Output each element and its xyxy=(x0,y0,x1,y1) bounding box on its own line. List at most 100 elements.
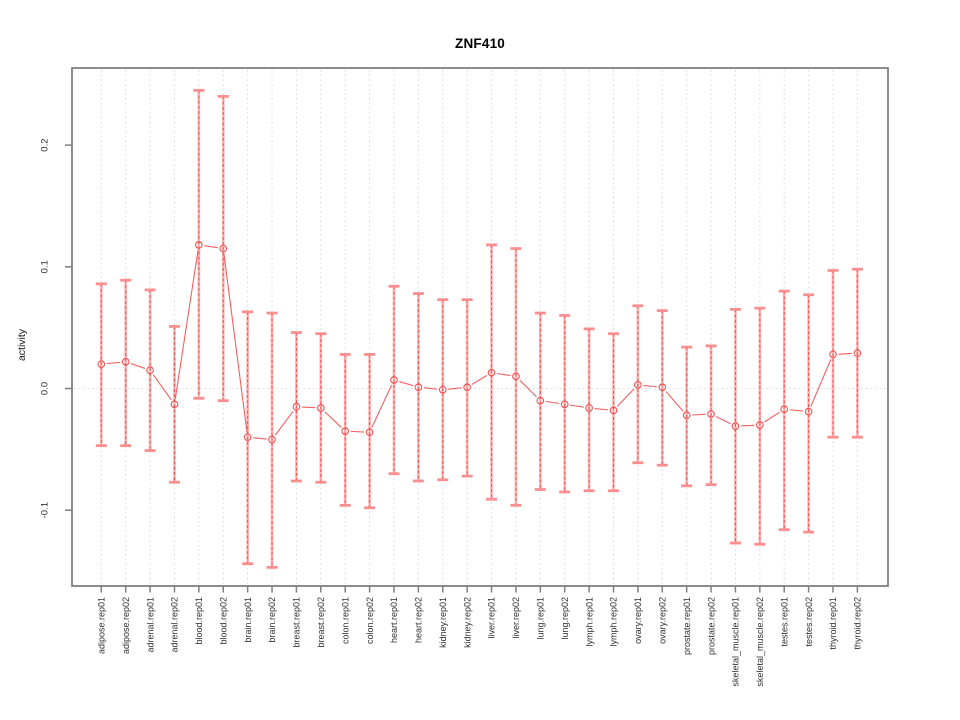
x-tick-label: adrenal.rep02 xyxy=(170,597,180,653)
x-tick-label: skeletal_muscle.rep02 xyxy=(755,597,765,687)
x-tick-label: prostate.rep01 xyxy=(682,597,692,655)
data-point xyxy=(755,421,764,429)
data-point xyxy=(146,366,154,375)
series-segment xyxy=(616,388,635,407)
series-segment xyxy=(715,416,731,425)
y-tick-label: 0.0 xyxy=(40,382,51,395)
series-segment xyxy=(519,379,537,398)
data-point xyxy=(658,383,667,392)
x-tick-label: heart.rep02 xyxy=(414,597,424,643)
series-segment xyxy=(764,411,780,423)
data-point xyxy=(414,383,423,392)
data-point xyxy=(219,244,228,253)
x-tick-label: testes.rep01 xyxy=(779,597,789,647)
x-tick-label: ovary.rep02 xyxy=(657,597,667,644)
series-line xyxy=(106,245,852,440)
data-point xyxy=(853,349,862,358)
x-tick-label: breast.rep01 xyxy=(292,597,302,648)
series-segment xyxy=(448,387,462,390)
x-tick-label: adipose.rep01 xyxy=(97,597,107,654)
x-tick-label: ovary.rep01 xyxy=(633,597,643,644)
x-tick-label: brain.rep02 xyxy=(267,597,277,643)
x-tick-label: lymph.rep02 xyxy=(609,597,619,647)
y-tick-label: 0.1 xyxy=(40,260,51,273)
data-point xyxy=(634,380,642,389)
x-tick-label: breast.rep02 xyxy=(316,597,326,648)
x-tick-label: lymph.rep01 xyxy=(584,597,594,647)
x-tick-label: liver.rep02 xyxy=(511,597,521,639)
series-segment xyxy=(810,359,832,407)
y-tick-label: -0.1 xyxy=(40,502,51,518)
plot-frame xyxy=(71,67,889,587)
data-point xyxy=(316,404,325,412)
x-tick-label: brain.rep01 xyxy=(243,597,253,643)
data-point xyxy=(268,435,276,444)
series-segment xyxy=(594,407,609,411)
data-point xyxy=(585,404,593,412)
data-point xyxy=(463,383,472,392)
series-segment xyxy=(545,400,560,405)
x-tick-label: heart.rep01 xyxy=(389,597,399,643)
series-segment xyxy=(350,430,365,433)
x-tick-label: testes.rep02 xyxy=(804,597,814,647)
data-point xyxy=(804,407,813,416)
data-point xyxy=(97,360,106,369)
x-tick-label: liver.rep01 xyxy=(487,597,497,639)
series-segment xyxy=(838,352,852,355)
series-segment xyxy=(152,374,172,401)
x-tick-label: kidney.rep01 xyxy=(438,597,448,648)
series-segment xyxy=(789,409,804,412)
x-tick-label: blood.rep01 xyxy=(194,597,204,645)
series-segment xyxy=(471,375,488,385)
data-points xyxy=(97,241,862,444)
data-point xyxy=(682,411,691,420)
series-segment xyxy=(106,361,121,365)
series-segment xyxy=(692,413,706,416)
data-point xyxy=(365,428,374,437)
chart-title: ZNF410 xyxy=(455,36,505,51)
x-tick-label: blood.rep02 xyxy=(218,597,228,645)
data-point xyxy=(731,422,740,431)
x-tick-label: thyroid.rep01 xyxy=(828,597,838,650)
x-tick-label: lung.rep01 xyxy=(536,597,546,640)
x-tick-label: prostate.rep02 xyxy=(706,597,716,655)
data-point xyxy=(292,402,301,411)
gridlines xyxy=(100,70,858,584)
data-point xyxy=(243,433,252,442)
x-axis: adipose.rep01 adipose.rep02 adrenal.rep01 a… xyxy=(97,586,863,687)
series-segment xyxy=(130,363,146,369)
data-point xyxy=(512,372,520,381)
y-axis: 0.2 0.1 0.0 -0.1 xyxy=(40,138,72,518)
x-tick-label: skeletal_muscle.rep01 xyxy=(731,597,741,687)
data-point xyxy=(487,368,496,377)
x-tick-label: adipose.rep02 xyxy=(121,597,131,654)
y-axis-title: activity xyxy=(16,328,28,362)
data-point xyxy=(707,410,715,418)
series-segment xyxy=(174,250,199,399)
data-point xyxy=(780,405,789,414)
data-point xyxy=(829,350,837,359)
data-point xyxy=(609,406,618,415)
series-segment xyxy=(423,387,438,390)
series-segment xyxy=(496,372,511,377)
series-segment xyxy=(223,253,248,432)
data-point xyxy=(438,385,447,394)
series-segment xyxy=(371,384,393,428)
y-tick-label: 0.2 xyxy=(40,138,51,151)
series-segment xyxy=(253,437,267,440)
series-segment xyxy=(324,411,342,428)
series-segment xyxy=(204,245,218,249)
data-point xyxy=(121,357,130,366)
series-segment xyxy=(399,381,414,387)
data-point xyxy=(195,241,203,249)
data-point xyxy=(536,396,545,405)
x-tick-label: kidney.rep02 xyxy=(462,597,472,648)
data-point xyxy=(170,400,179,409)
series-segment xyxy=(643,384,657,388)
data-point xyxy=(390,376,398,384)
data-point xyxy=(341,427,350,435)
series-segment xyxy=(665,391,684,412)
series-segment xyxy=(740,424,755,427)
